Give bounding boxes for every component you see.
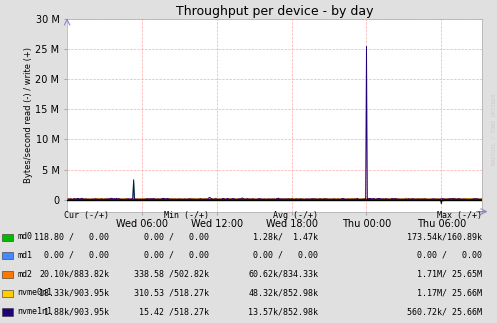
Text: 560.72k/ 25.66M: 560.72k/ 25.66M (407, 307, 482, 316)
Text: 1.28k/  1.47k: 1.28k/ 1.47k (253, 232, 318, 241)
Text: 60.62k/834.33k: 60.62k/834.33k (248, 270, 318, 279)
Text: 0.00 /   0.00: 0.00 / 0.00 (44, 251, 109, 260)
Text: 338.58 /502.82k: 338.58 /502.82k (134, 270, 209, 279)
Text: nvme0n1: nvme0n1 (17, 288, 52, 297)
Text: 1.71M/ 25.65M: 1.71M/ 25.65M (417, 270, 482, 279)
Text: 48.32k/852.98k: 48.32k/852.98k (248, 288, 318, 297)
Text: 173.54k/160.89k: 173.54k/160.89k (407, 232, 482, 241)
Text: 15.42 /518.27k: 15.42 /518.27k (139, 307, 209, 316)
Text: 0.00 /   0.00: 0.00 / 0.00 (144, 232, 209, 241)
Text: 0.00 /   0.00: 0.00 / 0.00 (144, 251, 209, 260)
Text: 0.00 /   0.00: 0.00 / 0.00 (253, 251, 318, 260)
Text: Max (-/+): Max (-/+) (437, 211, 482, 220)
Text: 18.33k/903.95k: 18.33k/903.95k (39, 288, 109, 297)
Text: 13.57k/852.98k: 13.57k/852.98k (248, 307, 318, 316)
Text: Avg (-/+): Avg (-/+) (273, 211, 318, 220)
Text: 118.80 /   0.00: 118.80 / 0.00 (34, 232, 109, 241)
Text: nvme1n1: nvme1n1 (17, 307, 52, 316)
Text: Min (-/+): Min (-/+) (164, 211, 209, 220)
Title: Throughput per device - by day: Throughput per device - by day (176, 5, 373, 18)
Text: 0.00 /   0.00: 0.00 / 0.00 (417, 251, 482, 260)
Text: md1: md1 (17, 251, 32, 260)
Text: 310.53 /518.27k: 310.53 /518.27k (134, 288, 209, 297)
Text: md0: md0 (17, 232, 32, 241)
Text: 1.17M/ 25.66M: 1.17M/ 25.66M (417, 288, 482, 297)
Text: md2: md2 (17, 270, 32, 279)
Y-axis label: Bytes/second read (-) / write (+): Bytes/second read (-) / write (+) (23, 47, 32, 183)
Text: Cur (-/+): Cur (-/+) (64, 211, 109, 220)
Text: 20.10k/883.82k: 20.10k/883.82k (39, 270, 109, 279)
Text: 1.88k/903.95k: 1.88k/903.95k (44, 307, 109, 316)
Text: RRDTOOL / TOBI OETIKER: RRDTOOL / TOBI OETIKER (491, 93, 496, 165)
